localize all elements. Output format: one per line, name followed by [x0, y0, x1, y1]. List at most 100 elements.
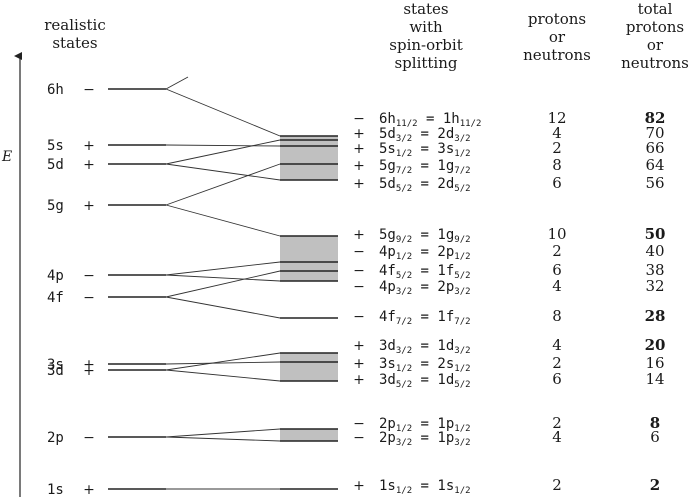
level-name: 1s	[47, 482, 64, 498]
svg-text:states: states	[403, 0, 448, 18]
level-name: 5s	[47, 138, 64, 154]
level-parity: −	[353, 430, 365, 446]
level-occupancy: 2	[552, 242, 562, 260]
spin-orbit-level-4p-3-2: −4p3/2 = 2p3/2 4 32	[280, 277, 665, 297]
realistic-level-3d: 3d +	[47, 363, 166, 379]
realistic-level-3s: 3s +	[47, 357, 166, 373]
cumulative-total: 40	[645, 242, 664, 260]
magic-number: 82	[645, 109, 666, 127]
realistic-level-5g: 5g +	[47, 198, 166, 214]
realistic-level-1s: 1s +	[47, 482, 166, 498]
level-name: 5g	[47, 198, 64, 214]
level-occupancy: 2	[552, 414, 562, 432]
level-parity: −	[353, 279, 365, 295]
level-parity: +	[353, 356, 365, 372]
splitting-connector	[165, 436, 281, 442]
level-parity: −	[353, 263, 365, 279]
level-parity: +	[353, 372, 365, 388]
level-label: 1s1/2 = 1s1/2	[379, 478, 471, 496]
level-label: 3s1/2 = 2s1/2	[379, 356, 471, 374]
header-realistic-states: realistic states	[44, 16, 106, 52]
splitting-connector	[165, 352, 281, 371]
splitting-connector	[165, 274, 281, 282]
level-label: 4p1/2 = 2p1/2	[379, 244, 471, 262]
level-parity: −	[353, 111, 365, 127]
svg-text:protons: protons	[528, 10, 586, 28]
spin-orbit-level-5d-3-2: +5d3/2 = 2d3/2 4 70	[280, 124, 665, 144]
level-occupancy: 2	[552, 139, 562, 157]
svg-text:total: total	[638, 0, 673, 18]
level-label: 4f7/2 = 1f7/2	[379, 309, 471, 327]
level-name: 5d	[47, 157, 64, 173]
level-parity: +	[83, 363, 95, 379]
level-occupancy: 12	[547, 109, 566, 127]
cumulative-total: 32	[645, 277, 664, 295]
level-occupancy: 2	[552, 476, 562, 494]
magic-number: 28	[645, 307, 666, 325]
realistic-level-4p: 4p −	[47, 268, 166, 284]
svg-text:protons: protons	[626, 18, 684, 36]
level-occupancy: 4	[552, 428, 562, 446]
level-parity: +	[83, 157, 95, 173]
cumulative-total: 6	[650, 428, 660, 446]
realistic-levels: 6h − 5s +5d +5g +4p − 4f − 3s +3d +2p − 1s +	[47, 82, 166, 498]
level-label: 5d5/2 = 2d5/2	[379, 176, 471, 194]
level-label: 5g7/2 = 1g7/2	[379, 158, 471, 176]
splitting-connector	[165, 76, 189, 90]
level-parity: +	[353, 176, 365, 192]
level-occupancy: 4	[552, 336, 562, 354]
splitting-connector	[165, 163, 281, 181]
level-label: 5g9/2 = 1g9/2	[379, 227, 471, 245]
level-parity: −	[353, 309, 365, 325]
svg-text:states: states	[52, 34, 97, 52]
energy-axis-label: E	[1, 149, 12, 165]
level-parity: +	[353, 141, 365, 157]
spin-orbit-level-5d-5-2: +5d5/2 = 2d5/2 6 56	[280, 174, 665, 194]
level-label: 4f5/2 = 1f5/2	[379, 263, 471, 281]
svg-text:splitting: splitting	[394, 54, 457, 72]
splitting-connector	[165, 261, 281, 276]
cumulative-total: 64	[645, 156, 664, 174]
spin-orbit-level-2p-3-2: −2p3/2 = 1p3/2 4 6	[280, 428, 660, 448]
spin-orbit-level-2p-1-2: −2p1/2 = 1p1/2 2 8	[280, 414, 660, 434]
level-occupancy: 8	[552, 307, 562, 325]
svg-text:with: with	[409, 18, 443, 36]
level-occupancy: 10	[547, 225, 566, 243]
spin-orbit-level-6h-11-2: −6h11/2 = 1h11/2 12 82	[280, 109, 666, 137]
spin-orbit-level-5g-7-2: +5g7/2 = 1g7/2 8 64	[280, 156, 665, 176]
svg-text:realistic: realistic	[44, 16, 106, 34]
level-label: 3d3/2 = 1d3/2	[379, 338, 471, 356]
spin-orbit-level-5s-1-2: +5s1/2 = 3s1/2 2 66	[280, 139, 665, 159]
spin-orbit-level-4f-5-2: −4f5/2 = 1f5/2 6 38	[280, 261, 665, 281]
splitting-connector	[165, 270, 281, 298]
level-label: 2p3/2 = 1p3/2	[379, 430, 471, 448]
splitting-connector	[165, 139, 281, 165]
cumulative-total: 38	[645, 261, 664, 279]
level-parity: +	[353, 338, 365, 354]
header-total-protons-or-neutrons: total protons or neutrons	[621, 0, 689, 72]
cumulative-total: 16	[645, 354, 664, 372]
level-label: 5d3/2 = 2d3/2	[379, 126, 471, 144]
splitting-connector	[165, 428, 281, 438]
splitting-connector	[165, 369, 281, 382]
spin-orbit-level-4p-1-2: −4p1/2 = 2p1/2 2 40	[280, 242, 665, 263]
level-occupancy: 6	[552, 174, 562, 192]
level-parity: −	[83, 290, 95, 306]
shell-gap-bands	[280, 136, 338, 441]
shell-gap-band	[280, 236, 338, 281]
svg-text:neutrons: neutrons	[621, 54, 689, 72]
level-parity: −	[353, 244, 365, 260]
level-label: 2p1/2 = 1p1/2	[379, 416, 471, 434]
level-parity: −	[83, 430, 95, 446]
level-parity: −	[353, 416, 365, 432]
splitting-connector	[165, 163, 281, 206]
level-name: 3d	[47, 363, 64, 379]
spin-orbit-level-5g-9-2: +5g9/2 = 1g9/2 10 50	[280, 225, 665, 245]
splitting-connector	[165, 144, 281, 147]
splitting-connector	[165, 361, 281, 365]
level-occupancy: 2	[552, 354, 562, 372]
level-occupancy: 8	[552, 156, 562, 174]
level-label: 5s1/2 = 3s1/2	[379, 141, 471, 159]
